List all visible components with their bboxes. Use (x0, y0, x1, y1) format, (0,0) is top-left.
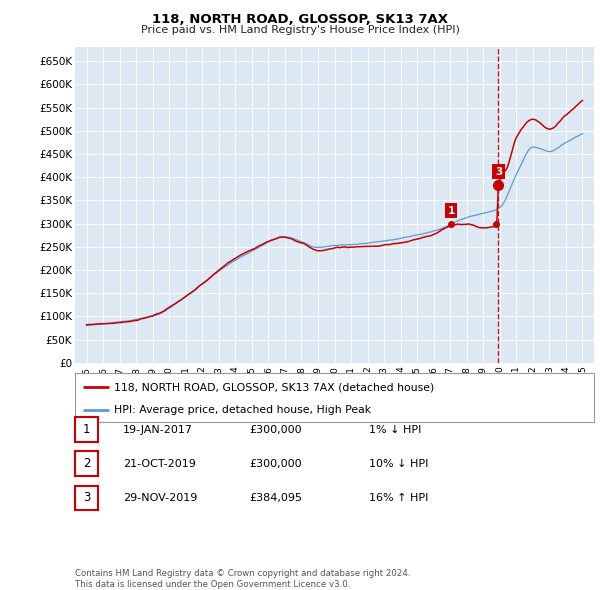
Text: £300,000: £300,000 (249, 425, 302, 434)
Text: 21-OCT-2019: 21-OCT-2019 (123, 459, 196, 468)
Text: 118, NORTH ROAD, GLOSSOP, SK13 7AX (detached house): 118, NORTH ROAD, GLOSSOP, SK13 7AX (deta… (114, 382, 434, 392)
Text: 1% ↓ HPI: 1% ↓ HPI (369, 425, 421, 434)
Text: Price paid vs. HM Land Registry's House Price Index (HPI): Price paid vs. HM Land Registry's House … (140, 25, 460, 35)
Text: 1: 1 (83, 423, 90, 436)
Text: 16% ↑ HPI: 16% ↑ HPI (369, 493, 428, 503)
Text: HPI: Average price, detached house, High Peak: HPI: Average price, detached house, High… (114, 405, 371, 415)
Text: 118, NORTH ROAD, GLOSSOP, SK13 7AX: 118, NORTH ROAD, GLOSSOP, SK13 7AX (152, 13, 448, 26)
Text: 10% ↓ HPI: 10% ↓ HPI (369, 459, 428, 468)
Text: Contains HM Land Registry data © Crown copyright and database right 2024.
This d: Contains HM Land Registry data © Crown c… (75, 569, 410, 589)
Text: 3: 3 (495, 166, 502, 176)
Text: 3: 3 (83, 491, 90, 504)
Text: 19-JAN-2017: 19-JAN-2017 (123, 425, 193, 434)
Text: 2: 2 (83, 457, 90, 470)
Text: £384,095: £384,095 (249, 493, 302, 503)
Text: £300,000: £300,000 (249, 459, 302, 468)
Text: 29-NOV-2019: 29-NOV-2019 (123, 493, 197, 503)
Text: 1: 1 (448, 205, 455, 215)
